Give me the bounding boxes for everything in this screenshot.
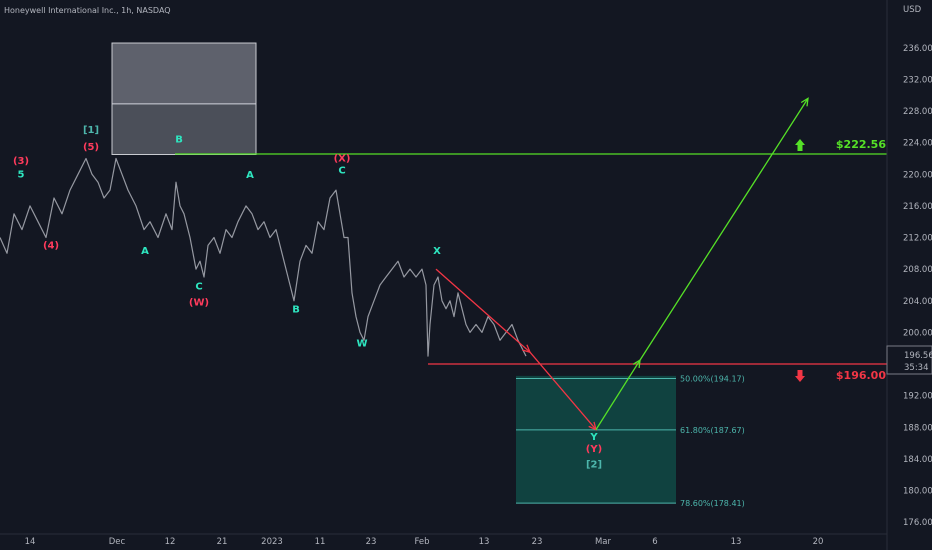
fib-label-2: 78.60%(178.41) xyxy=(680,499,745,508)
projection-red-head-1 xyxy=(522,344,532,354)
arrow-up-icon xyxy=(795,139,805,152)
gray-zone-upper xyxy=(112,43,256,104)
wave-label-15: Y xyxy=(589,432,598,443)
x-tick-13: 20 xyxy=(813,537,824,547)
wave-label-10: B xyxy=(292,305,300,316)
wave-label-1: (3) xyxy=(13,156,29,167)
wave-label-2: (4) xyxy=(43,241,59,252)
y-tick-14: 180.00 xyxy=(903,487,932,497)
wave-label-4: (5) xyxy=(83,142,99,153)
y-tick-9: 200.00 xyxy=(903,328,932,338)
wave-label-3: [1] xyxy=(83,125,99,136)
wave-label-7: C xyxy=(195,282,202,293)
price-line xyxy=(0,157,527,357)
gray-zone-lower xyxy=(112,103,256,155)
level-label-support: $196.00 xyxy=(836,369,886,382)
y-tick-5: 216.00 xyxy=(903,202,932,212)
levels-layer: $222.56 $196.00 xyxy=(175,138,887,383)
boxes-layer: 50.00%(194.17) 61.80%(187.67) 78.60%(178.4… xyxy=(111,42,745,508)
price-layer xyxy=(0,157,527,357)
x-tick-12: 13 xyxy=(731,537,742,547)
y-tick-12: 188.00 xyxy=(903,423,932,433)
x-tick-9: 23 xyxy=(532,537,543,547)
x-tick-8: 13 xyxy=(479,537,490,547)
y-tick-1: 232.00 xyxy=(903,75,932,85)
wave-label-17: [2] xyxy=(586,460,602,471)
x-tick-5: 11 xyxy=(315,537,326,547)
price-badge xyxy=(886,345,932,375)
y-tick-11: 192.00 xyxy=(903,392,932,402)
arrow-down-icon xyxy=(795,370,805,383)
y-tick-2: 228.00 xyxy=(903,107,932,117)
x-tick-0: 14 xyxy=(25,537,36,547)
chart-title: Honeywell International Inc., 1h, NASDAQ xyxy=(4,6,171,15)
y-tick-6: 212.00 xyxy=(903,234,932,244)
x-tick-10: Mar xyxy=(595,537,612,547)
price-badge-value: 196.56 xyxy=(904,351,932,361)
wave-label-13: W xyxy=(356,339,367,350)
x-tick-2: 12 xyxy=(165,537,176,547)
x-tick-6: 23 xyxy=(366,537,377,547)
x-tick-11: 6 xyxy=(652,537,657,547)
wave-label-11: (X) xyxy=(334,154,351,165)
y-tick-13: 184.00 xyxy=(903,455,932,465)
wave-label-8: (W) xyxy=(189,298,209,309)
y-tick-15: 176.00 xyxy=(903,518,932,528)
level-label-resistance: $222.56 xyxy=(836,138,886,151)
y-tick-0: 236.00 xyxy=(903,44,932,54)
wave-label-0: 5 xyxy=(18,169,25,180)
wave-label-9: A xyxy=(246,170,254,181)
price-badge-countdown: 35:34 xyxy=(904,363,929,373)
wave-label-14: X xyxy=(433,246,441,257)
fib-zone xyxy=(516,375,676,504)
x-tick-1: Dec xyxy=(109,537,126,547)
y-tick-7: 208.00 xyxy=(903,265,932,275)
x-tick-3: 21 xyxy=(217,537,228,547)
projection-green-head-1 xyxy=(632,358,641,369)
fib-label-0: 50.00%(194.17) xyxy=(680,374,745,383)
projection-layer xyxy=(435,97,809,431)
x-tick-7: Feb xyxy=(414,537,429,547)
projection-green-head-2 xyxy=(800,97,809,107)
wave-label-12: C xyxy=(338,165,345,176)
y-tick-4: 220.00 xyxy=(903,170,932,180)
wave-label-6: B xyxy=(175,135,183,146)
y-tick-8: 204.00 xyxy=(903,297,932,307)
wave-label-5: A xyxy=(141,246,149,257)
fib-label-1: 61.80%(187.67) xyxy=(680,426,745,435)
x-tick-4: 2023 xyxy=(261,537,283,547)
currency-label: USD xyxy=(903,5,922,15)
wave-label-16: (Y) xyxy=(586,444,602,455)
y-tick-3: 224.00 xyxy=(903,139,932,149)
